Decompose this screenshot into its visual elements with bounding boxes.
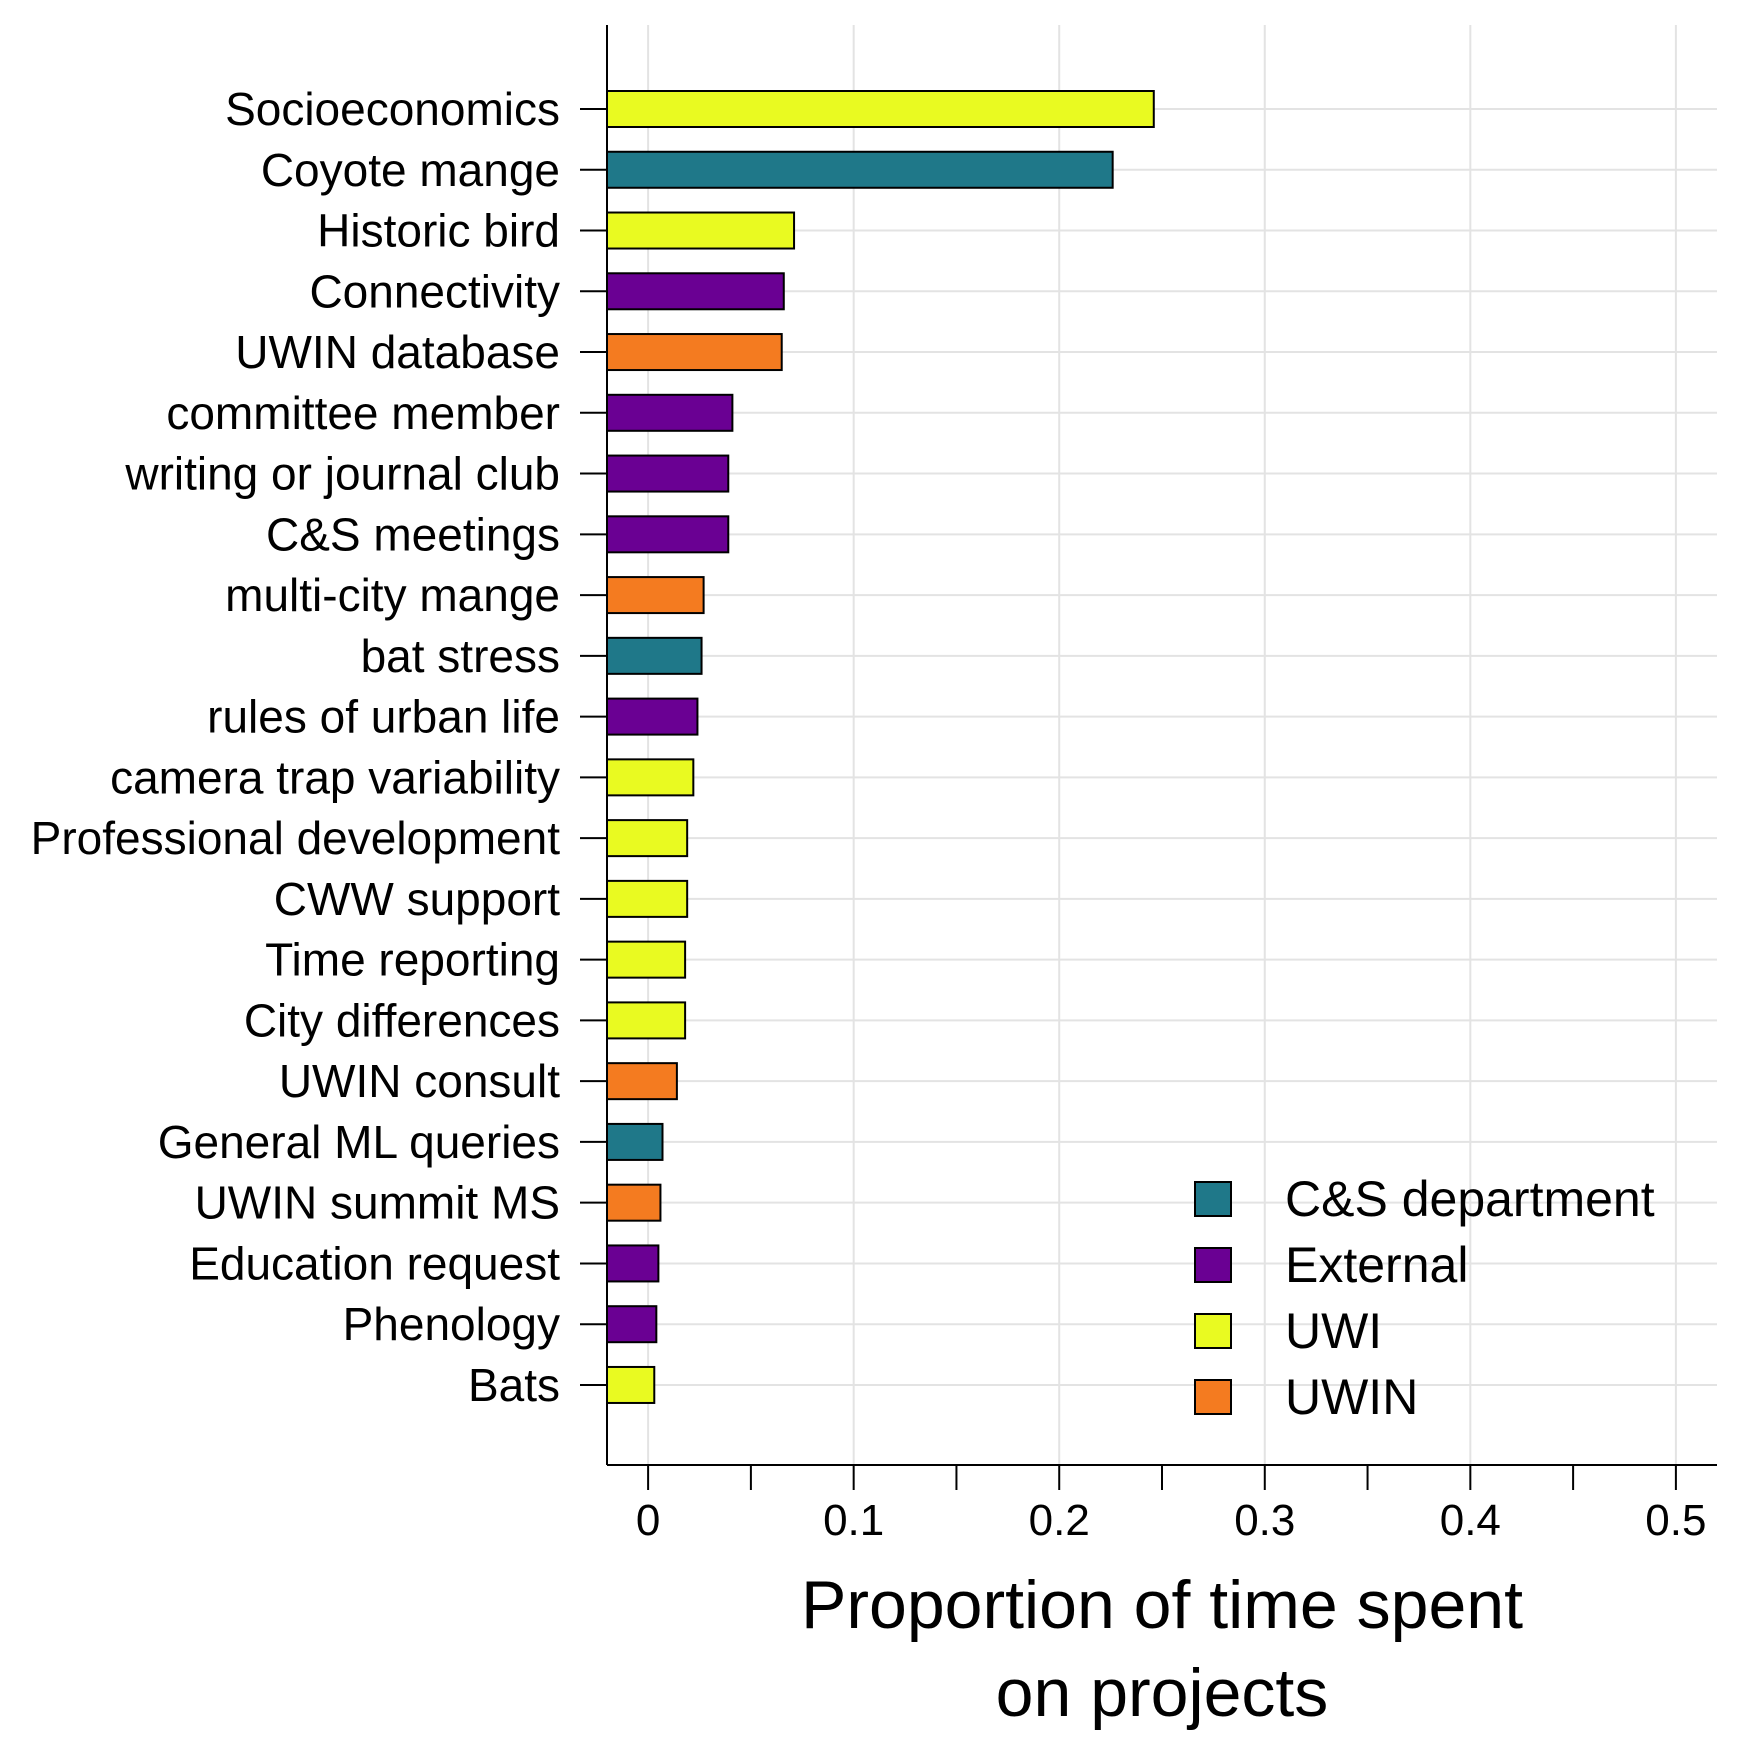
bar-camera-trap-variability (606, 758, 695, 797)
bar-education-request (606, 1244, 660, 1283)
axes (580, 25, 1717, 1490)
x-tick-label-2: 0.2 (1029, 1496, 1090, 1545)
y-tick-label-professional-development: Professional development (31, 812, 561, 864)
legend-swatch-uwin (1194, 1379, 1232, 1415)
x-tick-label-1: 0.1 (823, 1496, 884, 1545)
x-tick-label-4: 0.4 (1440, 1496, 1501, 1545)
bar-bat-stress (606, 636, 703, 675)
y-tick-label-historic-bird: Historic bird (317, 205, 560, 257)
bar-multi-city-mange (606, 576, 705, 615)
y-tick-label-phenology: Phenology (343, 1298, 560, 1350)
x-tick-label-3: 0.3 (1234, 1496, 1295, 1545)
y-tick-label-connectivity: Connectivity (309, 265, 560, 317)
y-tick-label-coyote-mange: Coyote mange (261, 144, 560, 196)
bar-uwin-consult (606, 1062, 678, 1101)
y-tick-label-cands-meetings: C&S meetings (266, 508, 560, 560)
x-axis-title-line-1: Proportion of time spent (801, 1567, 1523, 1643)
bar-general-ml-queries (606, 1122, 664, 1161)
grid-lines (607, 25, 1717, 1465)
y-tick-label-bats: Bats (468, 1359, 560, 1411)
bar-professional-development (606, 819, 689, 858)
y-tick-label-time-reporting: Time reporting (265, 934, 560, 986)
x-axis-title: Proportion of time spent on projects (801, 1567, 1523, 1731)
legend-label-external: External (1285, 1237, 1468, 1293)
legend-swatch-cands-department (1194, 1181, 1232, 1217)
y-tick-label-socioeconomics: Socioeconomics (225, 83, 560, 135)
bar-writing-or-journal-club (606, 454, 730, 493)
y-tick-label-committee-member: committee member (166, 387, 560, 439)
legend-swatch-external (1194, 1247, 1232, 1283)
y-tick-label-bat-stress: bat stress (361, 630, 560, 682)
legend-label-cands-department: C&S department (1285, 1171, 1655, 1227)
bar-coyote-mange (606, 150, 1114, 189)
legend-swatch-uwi (1194, 1313, 1232, 1349)
y-tick-label-rules-of-urban-life: rules of urban life (207, 691, 560, 743)
bar-cww-support (606, 879, 689, 918)
bar-uwin-database (606, 333, 783, 372)
y-tick-label-cww-support: CWW support (274, 873, 560, 925)
x-tick-label-0: 0 (636, 1496, 660, 1545)
bar-rules-of-urban-life (606, 697, 699, 736)
bar-city-differences (606, 1001, 687, 1040)
bars (606, 90, 1155, 1404)
y-tick-label-general-ml-queries: General ML queries (158, 1116, 560, 1168)
y-tick-label-multi-city-mange: multi-city mange (225, 569, 560, 621)
bar-time-reporting (606, 940, 687, 979)
bar-socioeconomics (606, 90, 1155, 128)
bar-bats (606, 1365, 656, 1404)
y-tick-label-education-request: Education request (189, 1237, 560, 1289)
bar-uwin-summit-ms (606, 1183, 662, 1222)
bar-historic-bird (606, 211, 796, 250)
x-tick-label-5: 0.5 (1645, 1496, 1706, 1545)
y-tick-label-camera-trap-variability: camera trap variability (110, 751, 560, 803)
bar-connectivity (606, 272, 785, 311)
bar-phenology (606, 1305, 658, 1344)
y-tick-label-uwin-database: UWIN database (235, 326, 560, 378)
y-tick-labels: Socioeconomics Coyote mange Historic bird C… (31, 83, 561, 1411)
legend-label-uwin: UWIN (1285, 1369, 1418, 1425)
bar-committee-member (606, 393, 734, 432)
y-tick-label-uwin-consult: UWIN consult (279, 1055, 560, 1107)
x-axis-title-line-2: on projects (996, 1655, 1329, 1731)
legend-label-uwi: UWI (1285, 1303, 1382, 1359)
x-tick-labels: 0 0.1 0.2 0.3 0.4 0.5 (636, 1496, 1707, 1545)
bar-cands-meetings (606, 515, 730, 554)
y-tick-label-city-differences: City differences (244, 994, 560, 1046)
y-tick-label-writing-or-journal-club: writing or journal club (124, 448, 560, 500)
y-tick-label-uwin-summit-ms: UWIN summit MS (195, 1177, 560, 1229)
legend: C&S department External UWI UWIN (1194, 1171, 1655, 1425)
